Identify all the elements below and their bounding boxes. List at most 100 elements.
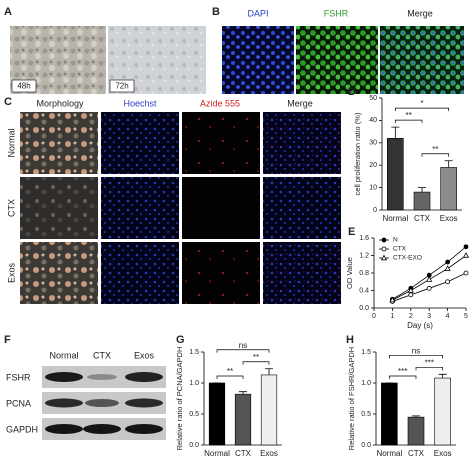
y-tick-label: 20 — [369, 162, 377, 169]
error-bar — [418, 187, 426, 193]
band — [87, 374, 117, 380]
micrograph — [222, 26, 294, 94]
bar — [260, 374, 278, 446]
y-tick-label: 0.5 — [361, 411, 371, 418]
bar — [387, 138, 404, 211]
x-tick-label: 5 — [464, 313, 468, 320]
y-tick-label: 1.0 — [189, 380, 199, 387]
micrograph — [263, 112, 341, 174]
point — [426, 276, 433, 282]
point — [389, 296, 396, 303]
significance-label: ** — [253, 353, 259, 362]
micrograph — [20, 242, 98, 304]
blot-label: PCNA — [6, 398, 31, 408]
y-tick-label: 1.6 — [359, 235, 369, 242]
significance-label: ** — [432, 145, 438, 154]
y-tick-label: 0.0 — [361, 442, 371, 449]
y-axis-label: OD Value — [345, 257, 354, 289]
point — [407, 287, 414, 293]
significance-bracket — [216, 349, 270, 353]
point — [444, 265, 451, 271]
y-tick-label: 0.4 — [359, 287, 369, 294]
panel-label: G — [176, 334, 185, 346]
y-tick-label: 0.0 — [359, 305, 369, 312]
panel-label: D — [348, 86, 356, 98]
band — [83, 424, 121, 434]
column-header: Hoechst — [123, 98, 157, 108]
x-tick-label: CTX — [414, 214, 431, 223]
panel-label: C — [4, 96, 12, 108]
point — [463, 270, 469, 276]
micrograph — [20, 177, 98, 239]
band — [45, 372, 83, 382]
band — [125, 424, 163, 434]
channel-header: FSHR — [324, 8, 349, 18]
row-label: Normal — [6, 128, 16, 157]
y-axis-label: Relative ratio of PCNA/GAPDH — [175, 347, 184, 451]
y-tick-label: 0 — [373, 207, 377, 214]
y-tick-label: 0.0 — [189, 442, 199, 449]
row-label: CTX — [6, 199, 16, 217]
bar — [413, 191, 431, 211]
error-bar — [239, 391, 247, 395]
channel-header: DAPI — [247, 8, 268, 18]
bar — [434, 377, 451, 446]
legend-marker — [380, 254, 388, 261]
panel-label: F — [4, 334, 11, 346]
y-tick-label: 10 — [369, 184, 377, 191]
point — [426, 285, 432, 291]
panel-label: A — [4, 6, 12, 18]
significance-bracket — [242, 361, 270, 365]
micrograph — [101, 242, 179, 304]
lane-header: Exos — [134, 350, 155, 360]
significance-bracket — [394, 119, 423, 124]
point — [462, 252, 470, 258]
error-bar — [412, 415, 420, 418]
x-tick-label: 1 — [390, 313, 394, 320]
point — [463, 244, 469, 250]
y-tick-label: 0.8 — [359, 270, 369, 277]
panel-label: H — [346, 334, 354, 346]
bar — [234, 393, 252, 446]
legend-marker — [381, 246, 387, 252]
micrograph — [101, 177, 179, 239]
legend-label: CTX — [393, 246, 407, 253]
point — [445, 279, 451, 285]
error-bar — [444, 160, 453, 168]
x-tick-label: Normal — [382, 214, 408, 223]
y-tick-label: 40 — [369, 117, 377, 124]
significance-label: * — [420, 99, 423, 108]
x-tick-label: 3 — [427, 313, 431, 320]
image-grid — [20, 112, 341, 304]
point — [445, 259, 451, 265]
legend-label: N — [393, 237, 398, 244]
bar — [407, 416, 425, 446]
y-axis-label: cell proliferation ratio (%) — [353, 112, 362, 195]
y-tick-label: 1.2 — [359, 252, 369, 259]
panel-label: E — [348, 226, 355, 238]
column-header: Merge — [287, 98, 313, 108]
x-tick-label: CTX — [235, 449, 252, 458]
row-label: Exos — [6, 262, 16, 283]
significance-bracket — [388, 375, 417, 379]
micrograph — [182, 177, 260, 239]
micrograph — [101, 112, 179, 174]
y-tick-label: 1.0 — [361, 380, 371, 387]
column-header: Azide 555 — [200, 98, 240, 108]
time-label: 48h — [17, 82, 30, 91]
band — [85, 399, 119, 407]
micrograph — [263, 177, 341, 239]
y-tick-label: 1.5 — [189, 349, 199, 356]
lane-header: CTX — [93, 350, 111, 360]
x-tick-label: Exos — [260, 449, 278, 458]
band — [125, 372, 163, 382]
label-box — [11, 79, 37, 93]
micrograph — [20, 112, 98, 174]
y-tick-label: 30 — [369, 140, 377, 147]
time-label: 72h — [115, 82, 128, 91]
y-axis-label: Relative ratio of FSHR/GAPDH — [347, 347, 356, 450]
error-bar — [391, 126, 400, 139]
band — [125, 398, 163, 408]
band — [45, 424, 83, 434]
